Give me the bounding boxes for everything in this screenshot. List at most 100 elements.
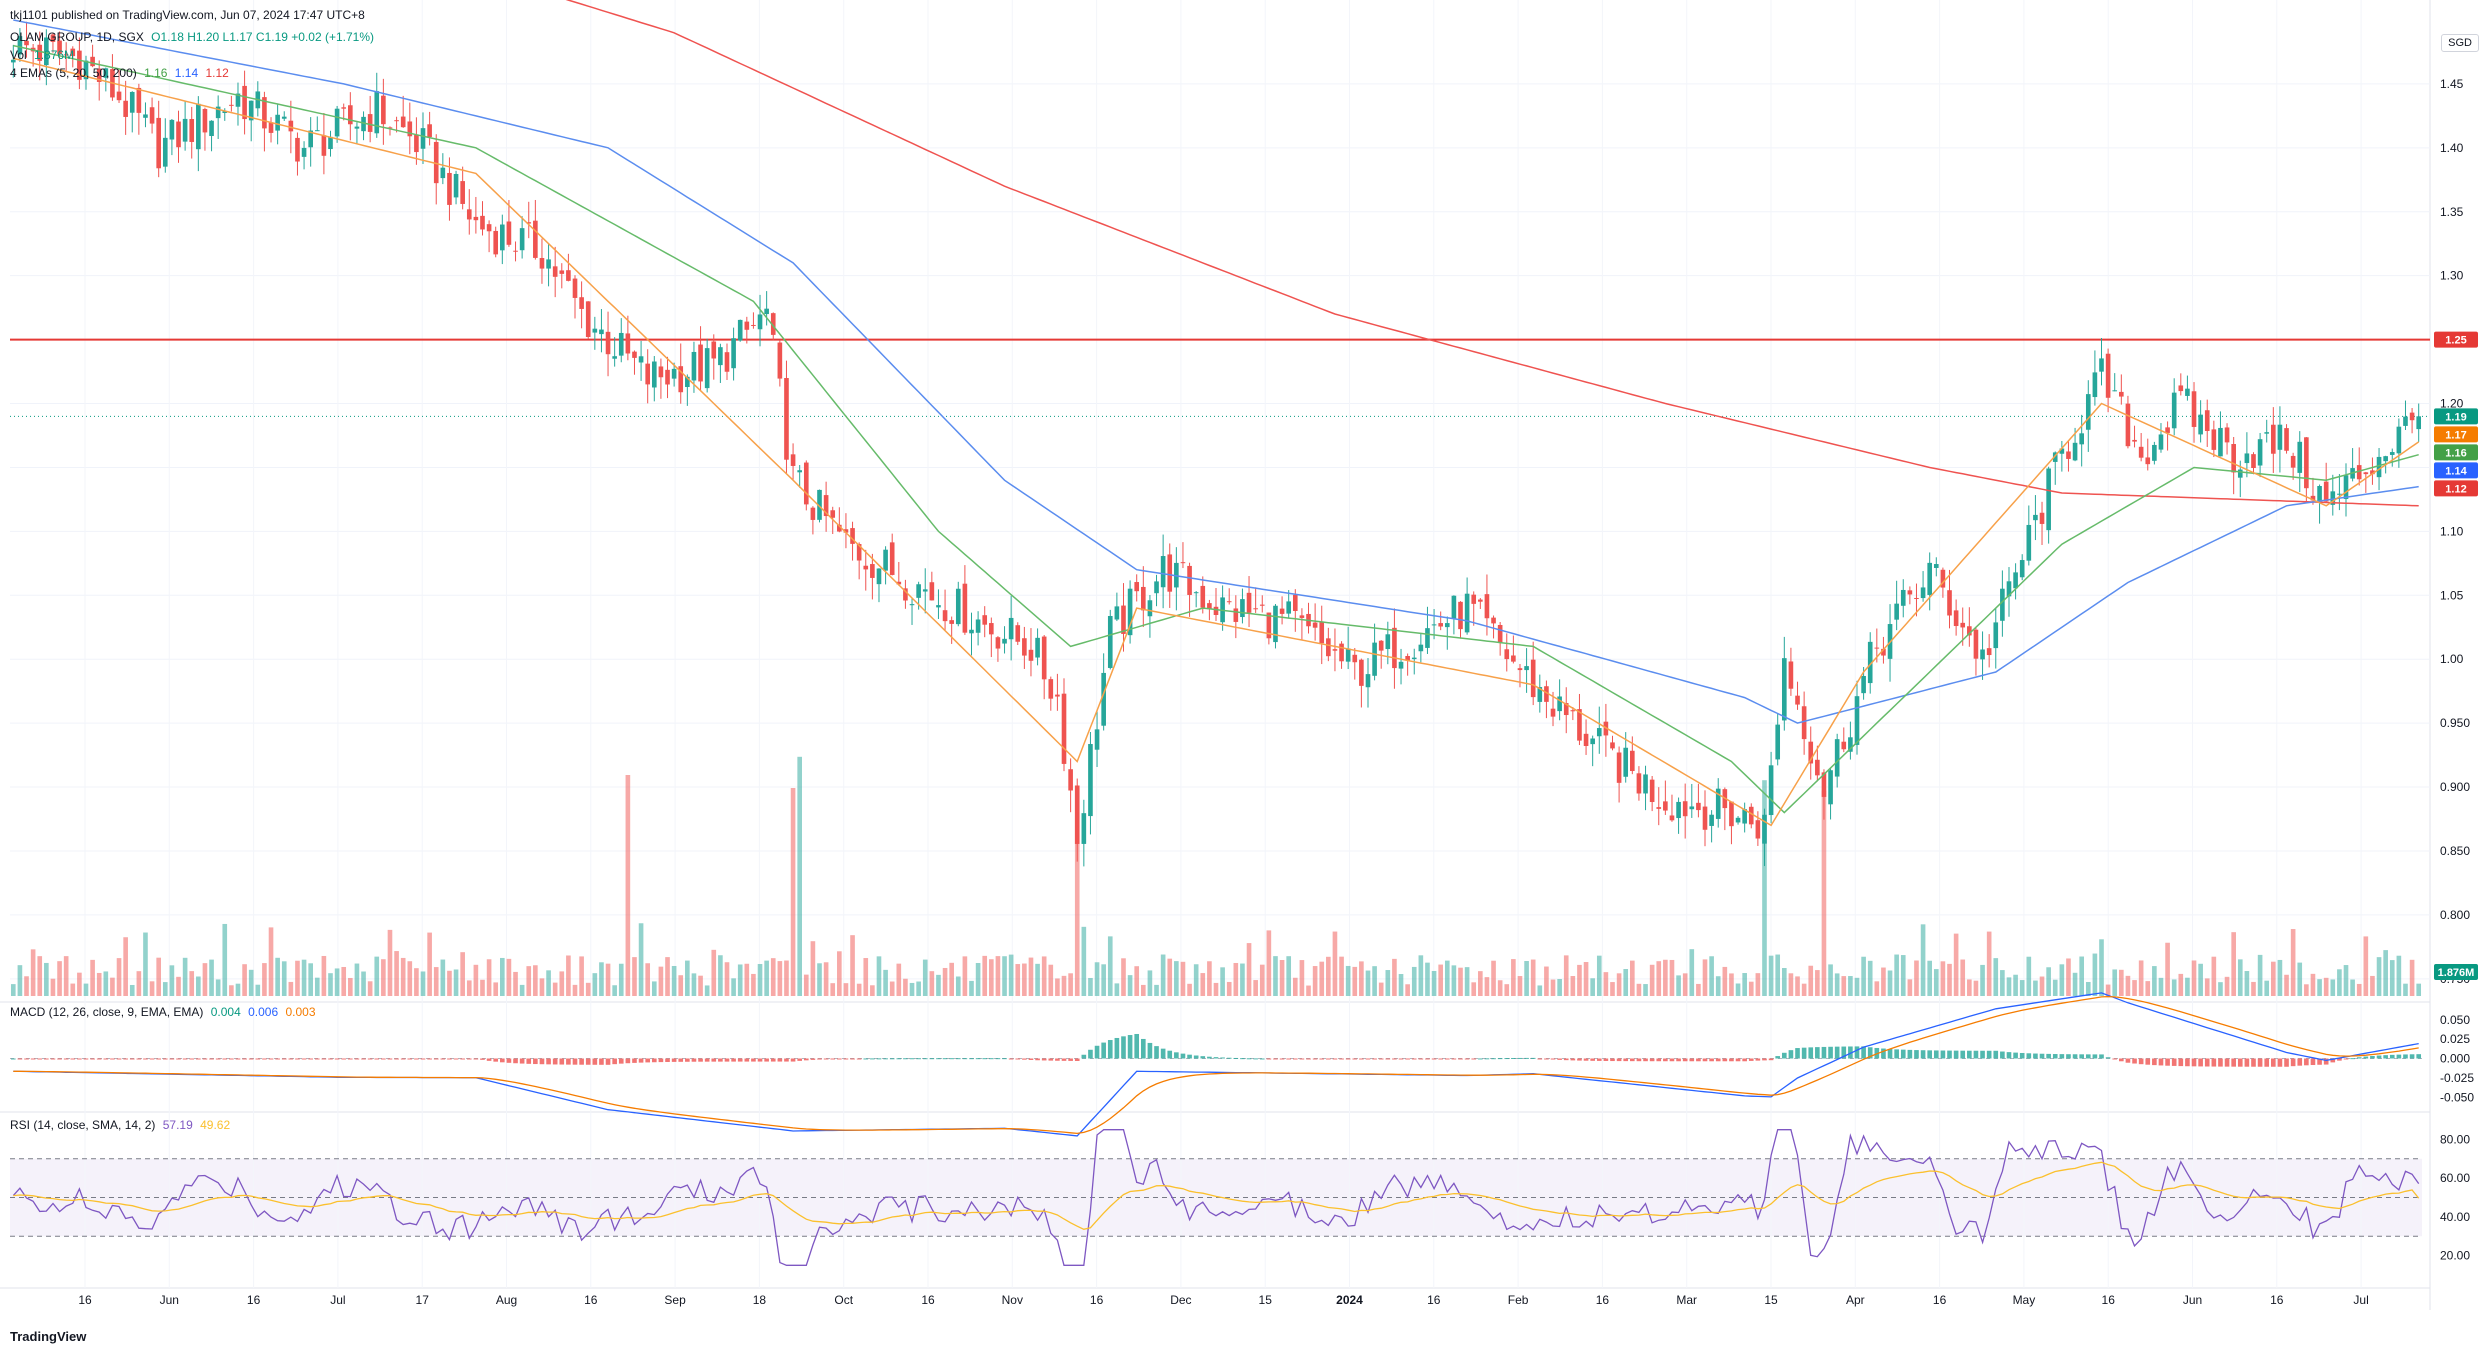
tradingview-logo[interactable]: TradingView <box>10 1329 86 1344</box>
macd-histogram-bar <box>969 1058 974 1060</box>
macd-histogram-bar <box>169 1058 175 1060</box>
candle-body <box>1570 710 1576 712</box>
macd-histogram-bar <box>698 1058 703 1062</box>
macd-histogram-bar <box>1359 1058 1364 1060</box>
volume-bar <box>196 976 201 996</box>
volume-bar <box>1339 956 1344 996</box>
candle-body <box>374 91 380 134</box>
candle-body <box>473 216 479 221</box>
candle-body <box>400 116 406 128</box>
macd-histogram-bar <box>255 1058 261 1060</box>
candle-body <box>810 507 816 520</box>
candle-body <box>341 107 347 109</box>
macd-histogram-bar <box>1048 1058 1054 1061</box>
volume-label[interactable]: Vol <box>10 48 27 62</box>
candle-body <box>1947 590 1952 616</box>
macd-histogram-bar <box>1504 1058 1510 1060</box>
volume-bar <box>1147 970 1153 996</box>
candle-body <box>63 54 69 56</box>
macd-histogram-bar <box>215 1058 221 1060</box>
rsi-ma-value: 49.62 <box>200 1118 231 1132</box>
candle-body <box>1953 610 1959 627</box>
volume-bar <box>447 970 452 996</box>
time-tick-label: Jul <box>2353 1293 2368 1307</box>
macd-histogram-bar <box>1458 1058 1463 1060</box>
volume-bar <box>1319 961 1325 996</box>
candle-body <box>572 278 578 298</box>
volume-bar <box>2119 969 2124 996</box>
macd-histogram-bar <box>1696 1058 1701 1062</box>
volume-bar <box>374 956 380 996</box>
candle-body <box>1682 801 1688 817</box>
volume-bar <box>2185 977 2190 996</box>
candle-body <box>889 542 895 575</box>
ema-label[interactable]: 4 EMAs (5, 20, 50, 200) <box>10 66 137 80</box>
macd-histogram-bar <box>751 1058 756 1062</box>
candle-body <box>1041 636 1047 680</box>
candle-body <box>1663 801 1668 811</box>
candle-body <box>196 103 201 150</box>
macd-histogram-bar <box>1478 1058 1483 1060</box>
candle-body <box>2019 560 2025 578</box>
candle-body <box>2112 390 2118 392</box>
volume-bar <box>876 956 882 996</box>
macd-histogram-bar <box>1907 1049 1913 1059</box>
candle-body <box>506 221 512 245</box>
candle-body <box>546 259 551 269</box>
rsi-tick-label: 80.00 <box>2440 1132 2470 1146</box>
candle-body <box>136 87 142 113</box>
volume-bar <box>1411 966 1417 996</box>
candle-body <box>539 258 545 269</box>
candle-body <box>1973 629 1979 659</box>
volume-bar <box>2330 979 2336 996</box>
volume-bar <box>2138 960 2144 996</box>
volume-bar <box>605 963 611 996</box>
volume-bar <box>1689 949 1695 996</box>
candle-body <box>1259 604 1265 606</box>
candle-body <box>1821 772 1827 797</box>
macd-histogram-bar <box>1253 1058 1258 1060</box>
macd-histogram-bar <box>1226 1057 1232 1059</box>
volume-bar <box>387 929 393 996</box>
macd-histogram-bar <box>1174 1052 1179 1059</box>
macd-histogram-bar <box>1570 1058 1576 1061</box>
volume-bar <box>1127 975 1133 996</box>
candle-body <box>1273 605 1278 643</box>
volume-bar <box>334 968 340 996</box>
rsi-label[interactable]: RSI (14, close, SMA, 14, 2) <box>10 1118 156 1132</box>
volume-bar <box>2218 982 2223 996</box>
volume-bar <box>1107 936 1113 996</box>
macd-histogram-bar <box>189 1058 195 1060</box>
volume-bar <box>440 959 446 996</box>
volume-bar <box>486 959 492 996</box>
candle-body <box>24 40 29 46</box>
macd-histogram-bar <box>1808 1047 1814 1059</box>
macd-label[interactable]: MACD (12, 26, close, 9, EMA, EMA) <box>10 1005 204 1019</box>
macd-histogram-bar <box>1266 1058 1272 1060</box>
candle-body <box>1537 687 1543 702</box>
volume-bar <box>718 955 723 996</box>
volume-bar <box>2257 954 2263 996</box>
macd-histogram-bar <box>559 1058 565 1065</box>
candle-body <box>1504 649 1510 660</box>
symbol-title[interactable]: OLAM GROUP, 1D, SGX <box>10 30 144 44</box>
volume-bar <box>949 962 954 996</box>
macd-histogram-bar <box>1425 1058 1430 1060</box>
volume-bar <box>407 961 413 996</box>
volume-bar <box>995 956 1001 996</box>
currency-label[interactable]: SGD <box>2441 34 2479 52</box>
macd-histogram-bar <box>2363 1056 2369 1059</box>
candle-body <box>982 615 988 625</box>
volume-bar <box>2112 969 2118 996</box>
candle-body <box>2198 414 2203 435</box>
volume-bar <box>936 974 941 996</box>
candle-body <box>1365 674 1371 688</box>
price-badge <box>2434 462 2478 479</box>
candle-body <box>526 222 532 224</box>
volume-bar <box>585 982 591 996</box>
candle-body <box>1200 585 1206 608</box>
price-badge-label: 1.876M <box>2438 967 2475 979</box>
candle-body <box>790 454 796 466</box>
